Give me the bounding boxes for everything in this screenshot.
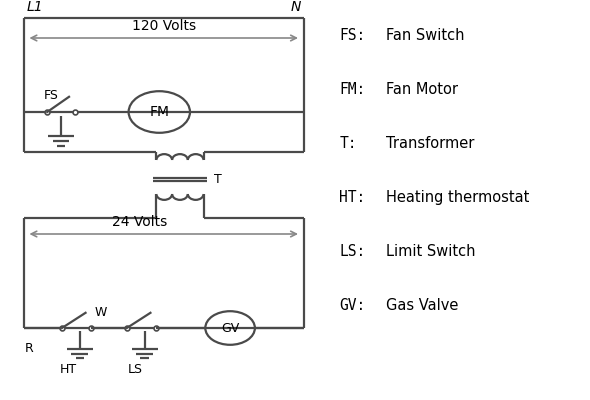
Text: FM:: FM: <box>339 82 365 97</box>
Text: FS: FS <box>44 89 59 102</box>
Text: Gas Valve: Gas Valve <box>386 298 459 313</box>
Text: HT:: HT: <box>339 190 365 205</box>
Text: R: R <box>25 342 34 355</box>
Text: Limit Switch: Limit Switch <box>386 244 476 259</box>
Text: LS:: LS: <box>339 244 365 259</box>
Text: 120 Volts: 120 Volts <box>132 19 196 33</box>
Text: Fan Switch: Fan Switch <box>386 28 465 43</box>
Text: 24 Volts: 24 Volts <box>113 215 168 229</box>
Text: N: N <box>290 0 301 14</box>
Text: Heating thermostat: Heating thermostat <box>386 190 530 205</box>
Text: Fan Motor: Fan Motor <box>386 82 458 97</box>
Text: W: W <box>94 306 107 319</box>
Text: LS: LS <box>128 363 143 376</box>
Text: GV: GV <box>221 322 239 334</box>
Text: HT: HT <box>59 363 77 376</box>
Text: T: T <box>214 173 222 186</box>
Text: T:: T: <box>339 136 357 151</box>
Text: FM: FM <box>149 105 169 119</box>
Text: Transformer: Transformer <box>386 136 475 151</box>
Text: GV:: GV: <box>339 298 365 313</box>
Text: L1: L1 <box>27 0 43 14</box>
Text: FS:: FS: <box>339 28 365 43</box>
